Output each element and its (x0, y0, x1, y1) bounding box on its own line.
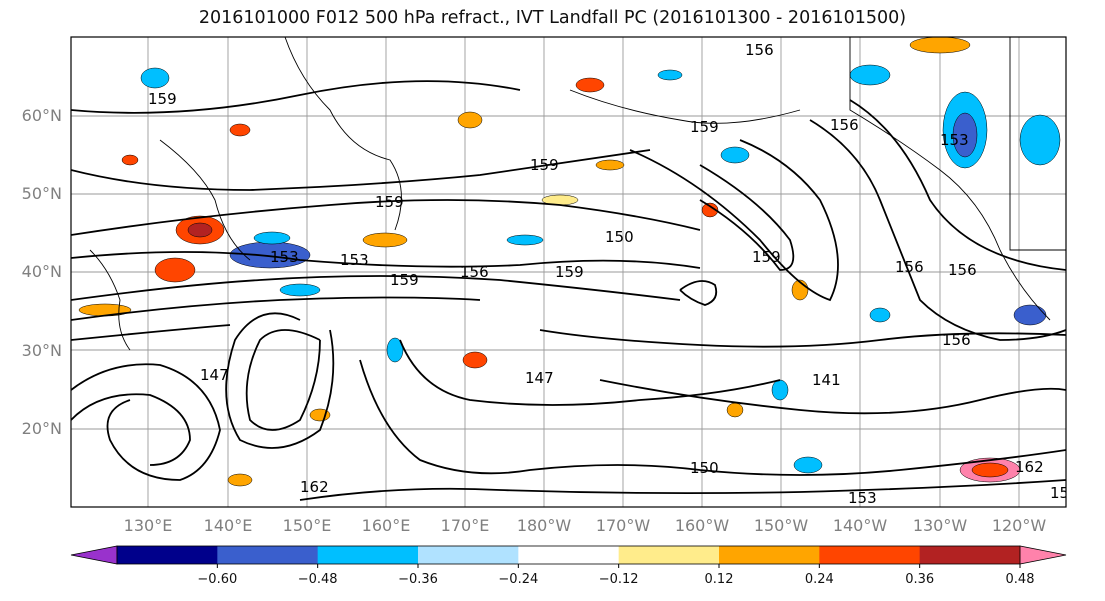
contour-label: 156 (895, 258, 924, 276)
colorbar-extend-min (70, 545, 118, 565)
lon-label: 120°W (992, 516, 1047, 535)
contour-labels: 159 159 156 159 159 156 153 153 159 150 … (148, 41, 1079, 507)
contour-label: 159 (555, 263, 584, 281)
contour-label: 141 (812, 371, 841, 389)
contour-label: 150 (605, 228, 634, 246)
contour-label: 159 (390, 271, 419, 289)
lat-label: 60°N (22, 106, 62, 125)
contour-label: 159 (148, 90, 177, 108)
contour-label: 156 (460, 263, 489, 281)
contour-label: 147 (200, 366, 229, 384)
contour-label: 159 (1050, 484, 1079, 502)
contour-lines (71, 80, 1066, 501)
colorbar-tick-label: −0.48 (298, 572, 338, 587)
colorbar-segment (317, 546, 419, 564)
map-frame (70, 36, 1067, 508)
contour-label: 153 (848, 489, 877, 507)
lon-label: 170°E (441, 516, 490, 535)
colorbar-segment (117, 546, 218, 564)
colorbar: −0.60 −0.48 −0.36 −0.24 −0.12 0.12 0.24 0.36 0.4… (70, 545, 1067, 587)
colorbar-tick-label: −0.36 (398, 572, 438, 587)
colorbar-tick-label: 0.36 (905, 572, 934, 587)
contour-label: 147 (525, 369, 554, 387)
colorbar-tick-label: −0.60 (197, 572, 237, 587)
lon-label: 150°W (754, 516, 809, 535)
lon-label: 150°E (283, 516, 332, 535)
contour-label: 162 (300, 478, 329, 496)
colorbar-tick-label: 0.24 (805, 572, 834, 587)
contour-label: 162 (1015, 458, 1044, 476)
colorbar-frame (116, 545, 1021, 565)
colorbar-segment (719, 546, 820, 564)
colorbar-tick-label: −0.24 (498, 572, 538, 587)
lat-label: 20°N (22, 419, 62, 438)
anomaly-shading (78, 37, 1061, 487)
colorbar-segment (217, 546, 319, 564)
lat-label: 30°N (22, 341, 62, 360)
contour-label: 156 (830, 116, 859, 134)
latitude-labels: 60°N 50°N 40°N 30°N 20°N (22, 106, 62, 438)
colorbar-segment (418, 546, 519, 564)
contour-label: 153 (270, 248, 299, 266)
longitude-labels: 130°E 140°E 150°E 160°E 170°E 180°W 170°… (124, 516, 1047, 535)
contour-label: 156 (745, 41, 774, 59)
lat-label: 50°N (22, 184, 62, 203)
lon-label: 130°E (124, 516, 173, 535)
contour-label: 159 (530, 156, 559, 174)
lat-label: 40°N (22, 262, 62, 281)
colorbar-segment (518, 546, 620, 564)
contour-label: 153 (940, 131, 969, 149)
colorbar-extend-max (1019, 545, 1067, 565)
colorbar-segment (618, 546, 720, 564)
lon-label: 140°W (833, 516, 888, 535)
contour-label: 156 (948, 261, 977, 279)
contour-label: 159 (752, 248, 781, 266)
lon-label: 170°W (596, 516, 651, 535)
colorbar-tick-label: 0.12 (705, 572, 734, 587)
lon-label: 160°E (362, 516, 411, 535)
lon-label: 160°W (675, 516, 730, 535)
coastlines (89, 37, 1066, 351)
contour-label: 159 (375, 193, 404, 211)
lon-label: 140°E (204, 516, 253, 535)
contour-label: 150 (690, 459, 719, 477)
contour-label: 159 (690, 118, 719, 136)
map-title: 2016101000 F012 500 hPa refract., IVT La… (198, 8, 907, 28)
colorbar-segment (919, 546, 1021, 564)
colorbar-tick-label: −0.12 (599, 572, 639, 587)
contour-label: 156 (942, 331, 971, 349)
contour-label: 153 (340, 251, 369, 269)
lon-label: 130°W (913, 516, 968, 535)
lon-label: 180°W (517, 516, 572, 535)
colorbar-segment (819, 546, 921, 564)
colorbar-tick-label: 0.48 (1006, 572, 1035, 587)
